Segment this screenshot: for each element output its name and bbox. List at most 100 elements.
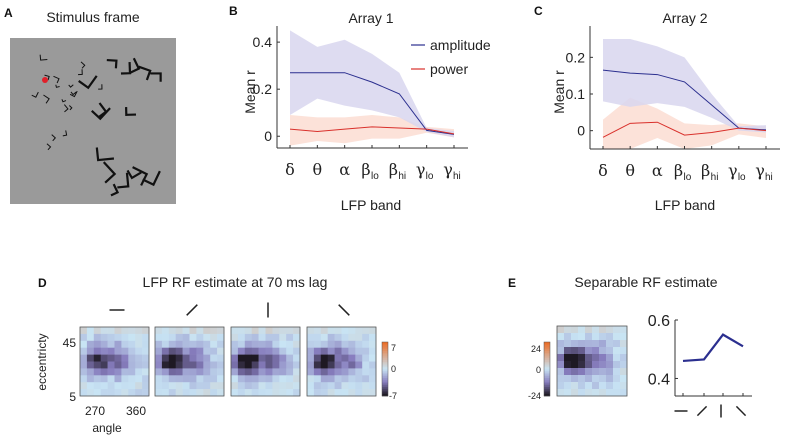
heatmap-cell — [251, 327, 259, 335]
heatmap-cell — [585, 368, 593, 376]
colorbar-segment — [544, 381, 550, 384]
heatmap-cell — [142, 327, 150, 335]
heatmap-cell — [571, 326, 579, 334]
heatmap-cell — [279, 382, 287, 390]
heatmap-cell — [217, 389, 225, 397]
heatmap-cell — [286, 361, 294, 369]
heatmap-cell — [168, 368, 176, 376]
heatmap-cell — [237, 354, 246, 362]
heatmap-cell — [168, 375, 176, 383]
x-tick-label: γ — [416, 160, 426, 179]
heatmap-cell — [203, 389, 211, 397]
heatmap-cell — [341, 354, 349, 362]
heatmap-cell — [217, 340, 225, 348]
heatmap-cell — [168, 389, 176, 397]
heatmap-cell — [135, 368, 143, 376]
heatmap-cell — [107, 347, 115, 355]
heatmap-cell — [293, 333, 301, 342]
heatmap-cell — [244, 375, 252, 383]
angle-axis-label: angle — [92, 421, 122, 435]
heatmap-cell — [293, 354, 301, 362]
heatmap-cell — [578, 340, 586, 348]
heatmap-cell — [175, 361, 183, 369]
heatmap-cell — [182, 361, 190, 369]
heatmap-cell — [107, 375, 115, 383]
heatmap-cell — [613, 333, 621, 341]
heatmap-cell — [355, 368, 363, 376]
heatmap-cell — [341, 333, 349, 342]
heatmap-cell — [100, 361, 108, 369]
heatmap-cell — [362, 368, 370, 376]
stimulus-segment — [51, 134, 57, 142]
colorbar-segment — [382, 342, 388, 345]
heatmap-cell — [327, 368, 335, 376]
colorbar-segment — [382, 381, 388, 384]
heatmap-cell — [557, 382, 565, 390]
heatmap-cell — [196, 375, 204, 383]
chart-b-ylabel: Mean r — [242, 70, 258, 114]
heatmap-cell — [175, 382, 183, 390]
y-tick-label: 0.2 — [253, 81, 273, 97]
x-tick-label: β — [389, 160, 398, 179]
heatmap-cell — [114, 354, 122, 362]
colorbar-segment — [544, 342, 550, 345]
heatmap-cell — [599, 375, 607, 383]
heatmap-cell — [272, 368, 280, 376]
heatmap-cell — [86, 333, 95, 342]
heatmap-cell — [210, 347, 218, 355]
stimulus-segment — [150, 72, 162, 82]
heatmap-cell — [564, 389, 572, 397]
heatmap-cell — [620, 361, 628, 369]
heatmap-cell — [571, 368, 579, 376]
heatmap-cell — [265, 361, 273, 369]
heatmap-cell — [161, 354, 170, 362]
heatmap-cell — [286, 354, 294, 362]
heatmap-cell — [369, 347, 377, 355]
colorbar-segment — [382, 379, 388, 382]
heatmap-cell — [592, 354, 600, 362]
heatmap-cell — [578, 354, 586, 362]
heatmap-cell — [161, 333, 170, 342]
heatmap-cell — [80, 389, 88, 397]
colorbar-segment — [544, 343, 550, 346]
heatmap-cell — [341, 382, 349, 390]
colorbar-segment — [544, 378, 550, 381]
heatmap-cell — [168, 361, 176, 369]
heatmap-cell — [231, 389, 239, 397]
heatmap-cell — [142, 375, 150, 383]
heatmap-cell — [203, 347, 211, 355]
heatmap-cell — [237, 340, 246, 348]
heatmap-cell — [585, 347, 593, 355]
heatmap-cell — [196, 333, 204, 342]
heatmap-cell — [93, 340, 101, 348]
heatmap-cell — [272, 389, 280, 397]
stimulus-frame-title: Stimulus frame — [46, 9, 140, 25]
heatmap-cell — [320, 361, 328, 369]
heatmap-cell — [599, 354, 607, 362]
heatmap-cell — [355, 347, 363, 355]
heatmap-cell — [189, 375, 197, 383]
heatmap-cell — [210, 340, 218, 348]
heatmap-cell — [237, 361, 246, 369]
heatmap-cell — [592, 333, 600, 341]
heatmap-frame — [230, 326, 301, 397]
heatmap-cell — [128, 347, 136, 355]
heatmap-cell — [231, 347, 239, 355]
heatmap-cell — [613, 389, 621, 397]
orientation-oblique-45-icon — [696, 405, 708, 417]
heatmap-cell — [279, 361, 287, 369]
panel-e-title: Separable RF estimate — [574, 274, 717, 290]
heatmap-cell — [355, 361, 363, 369]
heatmap-cell — [564, 333, 572, 341]
colorbar-segment — [544, 363, 550, 366]
stimulus-segment — [142, 170, 161, 187]
heatmap-cell — [341, 347, 349, 355]
heatmap-cell — [80, 382, 88, 390]
heatmap-cell — [348, 347, 356, 355]
orientation-oblique-135-icon — [338, 304, 350, 316]
heatmap-cell — [258, 382, 266, 390]
heatmap-cell — [362, 375, 370, 383]
heatmap-cell — [613, 368, 621, 376]
heatmap-cell — [279, 327, 287, 335]
amplitude-line — [290, 72, 455, 135]
